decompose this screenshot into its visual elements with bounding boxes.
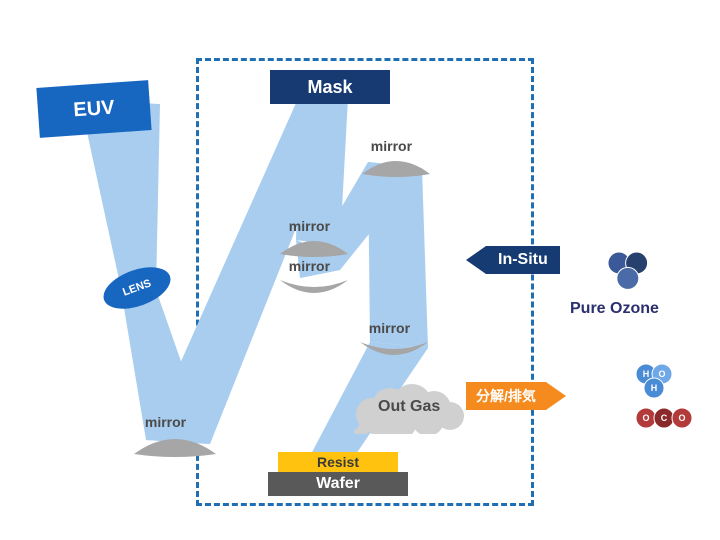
mirror-label: mirror [369,320,410,336]
svg-text:H: H [643,369,650,379]
in-situ-arrow: In-Situ [466,246,560,274]
wafer-box: Wafer [268,472,408,496]
water-molecule-icon: HOH [632,360,676,402]
mirror-3: mirror [360,156,432,183]
svg-text:C: C [661,413,668,423]
euv-source-box: EUV [36,80,151,138]
mirror-2: mirror [278,276,350,303]
mirror-label: mirror [371,138,412,154]
svg-text:O: O [658,369,665,379]
mirror-0: mirror [132,432,218,463]
outgas-arrow-label: 分解/排気 [476,388,536,404]
mirror-label: mirror [145,414,186,430]
outgas-arrow: 分解/排気 [466,382,566,410]
wafer-label: Wafer [316,475,360,493]
co2-molecule-icon: OCO [632,404,696,432]
ozone-molecule-icon [604,248,652,293]
in-situ-label: In-Situ [498,251,548,268]
mirror-4: mirror [358,338,430,365]
svg-text:O: O [642,413,649,423]
svg-text:H: H [651,383,658,393]
euv-label: EUV [73,96,116,122]
mask-label: Mask [307,77,352,98]
mask-box: Mask [270,70,390,104]
mirror-label: mirror [289,258,330,274]
svg-text:O: O [678,413,685,423]
lens-label: LENS [121,277,153,298]
resist-label: Resist [317,454,359,470]
mirror-label: mirror [289,218,330,234]
out-gas-label: Out Gas [378,398,440,416]
pure-ozone-label: Pure Ozone [570,300,659,318]
resist-layer-box: Resist [278,452,398,472]
